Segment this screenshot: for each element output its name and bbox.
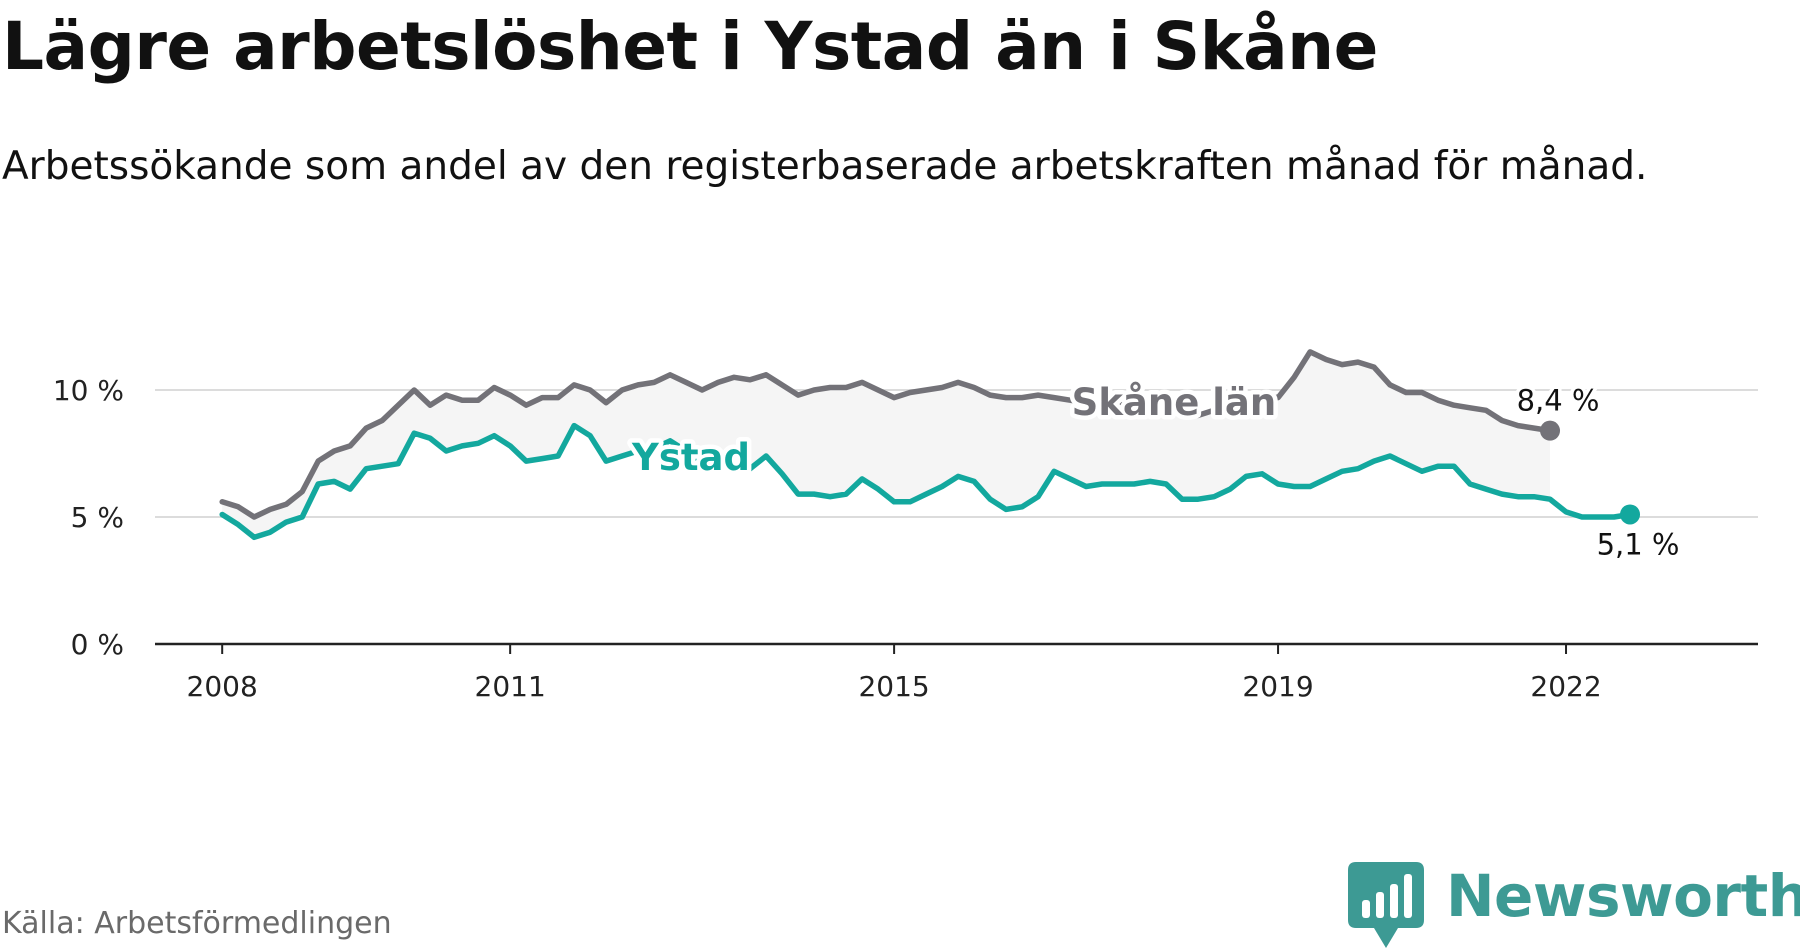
label-layer: 8,4 % 5,1 % Skåne län Ystad [627, 377, 1683, 565]
y-tick-label-0: 0 % [71, 628, 124, 661]
newsworthy-logo-icon [1348, 862, 1424, 948]
series-line-sk-ne-l-n [219, 349, 1553, 520]
x-tick-label-2008: 2008 [187, 670, 258, 703]
series-line-ystad [219, 422, 1633, 541]
series-name-label-ystad: Ystad [631, 436, 750, 479]
series-name-label-sk-ne-l-n: Skåne län [1072, 381, 1277, 424]
shaded-band [222, 351, 1551, 538]
line-chart: 0 % 5 % 10 % 2008 2011 2015 2019 2022 8,4 % 5,1 … [53, 349, 1758, 703]
x-tick-label-2015: 2015 [858, 670, 929, 703]
line-layer [219, 349, 1641, 541]
chart-title: Lägre arbetslöshet i Ystad än i Skåne [2, 8, 1378, 85]
band-layer [222, 351, 1551, 538]
x-tick-label-2011: 2011 [475, 670, 546, 703]
newsworthy-logo-text: Newsworthy [1446, 862, 1800, 930]
end-value-label-sk-ne-l-n: 8,4 % [1517, 384, 1600, 418]
end-marker-sk-ne-l-n [1540, 420, 1561, 441]
x-tick-label-2019: 2019 [1242, 670, 1313, 703]
end-value-label-ystad: 5,1 % [1597, 527, 1680, 561]
source-note: Källa: Arbetsförmedlingen [2, 906, 392, 941]
axis-layer: 0 % 5 % 10 % 2008 2011 2015 2019 2022 [53, 374, 1758, 703]
y-tick-label-10: 10 % [53, 374, 124, 407]
x-tick-label-2022: 2022 [1530, 670, 1601, 703]
y-tick-label-5: 5 % [71, 501, 124, 534]
chart-subtitle: Arbetssökande som andel av den registerb… [2, 144, 1648, 189]
end-marker-ystad [1620, 504, 1641, 525]
